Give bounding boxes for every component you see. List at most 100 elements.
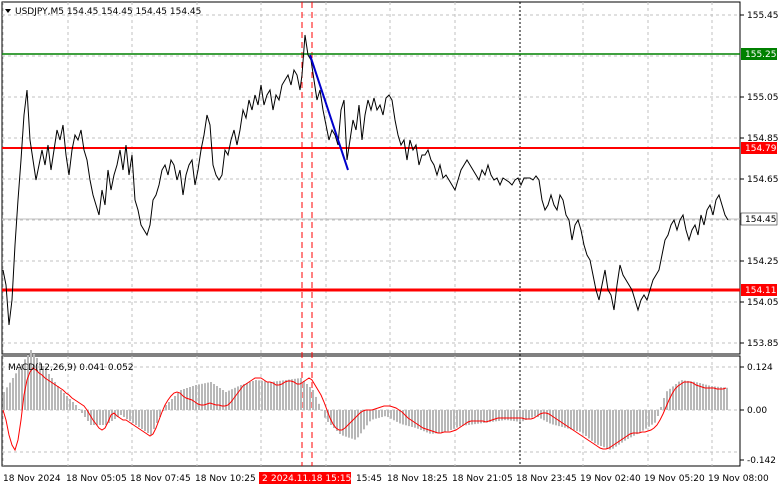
macd-bar [591, 410, 593, 441]
macd-bar [534, 410, 536, 417]
macd-bar [207, 382, 209, 410]
macd-bar [489, 410, 491, 423]
macd-bar [399, 410, 401, 424]
macd-bar [549, 410, 551, 424]
macd-bar [381, 410, 383, 418]
dropdown-triangle-icon[interactable] [5, 9, 11, 13]
macd-label: MACD(12,26,9) 0.041 0.052 [8, 363, 134, 373]
macd-bar [696, 382, 698, 410]
macd-bar [156, 410, 158, 423]
macd-bar [555, 410, 557, 426]
macd-bar [444, 410, 446, 433]
macd-bar [96, 410, 98, 425]
time-axis[interactable]: 18 Nov 2024 18 Nov 05:05 18 Nov 07:45 18… [3, 472, 769, 484]
price-series [2, 34, 729, 326]
macd-bar [9, 382, 11, 410]
macd-bar [693, 381, 695, 410]
macd-bar [507, 410, 509, 421]
time-label: 18 Nov 05:05 [66, 474, 127, 484]
macd-bar [663, 398, 665, 410]
macd-bar [681, 380, 683, 410]
macd-bar [324, 410, 326, 418]
macd-bar [165, 405, 167, 410]
macd-bar [315, 396, 317, 410]
macd-bar [306, 384, 308, 410]
price-panel[interactable] [1, 1, 741, 355]
macd-bar [351, 410, 353, 439]
macd-bar [285, 380, 287, 410]
macd-bar [723, 387, 725, 410]
macd-bar [147, 410, 149, 433]
price-tick: 154.85 [747, 134, 779, 144]
time-label: 19 Nov 02:40 [580, 474, 641, 484]
macd-bar [393, 410, 395, 421]
macd-bar [582, 410, 584, 434]
time-label: 18 Nov 18:25 [387, 474, 448, 484]
macd-bar [720, 387, 722, 410]
macd-bar [150, 410, 152, 435]
macd-bar [402, 410, 404, 425]
macd-bar [36, 358, 38, 410]
macd-bar [108, 410, 110, 423]
price-grid [2, 2, 740, 466]
macd-bar [276, 381, 278, 410]
time-label: 19 Nov 05:20 [644, 474, 705, 484]
macd-bar [30, 350, 32, 410]
macd-bar [510, 410, 512, 421]
macd-bar [342, 410, 344, 436]
macd-panel[interactable] [1, 355, 741, 467]
macd-bar [384, 410, 386, 417]
macd-bar [702, 383, 704, 410]
macd-bar [429, 410, 431, 434]
macd-bar [330, 410, 332, 425]
level-label: 154.45 [745, 215, 777, 225]
macd-bar [468, 410, 470, 425]
macd-bar [504, 410, 506, 421]
macd-bar [63, 393, 65, 410]
macd-bar [459, 410, 461, 427]
time-label: 18 Nov 10:25 [195, 474, 256, 484]
macd-bar [684, 380, 686, 410]
macd-bar [273, 381, 275, 410]
macd-bar [243, 384, 245, 410]
time-label: 18 Nov 07:45 [130, 474, 191, 484]
macd-bar [195, 385, 197, 410]
macd-bar [15, 373, 17, 410]
macd-bar [261, 380, 263, 410]
price-axis[interactable]: 155.45 155.05 154.85 154.65 154.25 154.0… [740, 11, 779, 349]
macd-bar [111, 410, 113, 421]
macd-bar [216, 386, 218, 410]
macd-bar [255, 380, 257, 410]
macd-bar [174, 396, 176, 410]
macd-bar [639, 410, 641, 433]
macd-bar [387, 410, 389, 418]
macd-bar [192, 386, 194, 410]
macd-bar [144, 410, 146, 431]
macd-bar [39, 362, 41, 410]
time-label: 18 Nov 2024 [3, 474, 61, 484]
time-highlight-label: 2024.11.18 15:15 [271, 474, 351, 484]
time-label: 18 Nov 23:45 [516, 474, 577, 484]
macd-bar [537, 410, 539, 418]
macd-bar [627, 410, 629, 439]
macd-bar [264, 381, 266, 410]
macd-bar [462, 410, 464, 426]
macd-bar [441, 410, 443, 433]
macd-bar [606, 410, 608, 449]
macd-axis[interactable]: 0.124 0.00 -0.142 [740, 363, 776, 466]
macd-tick: 0.124 [747, 363, 773, 373]
time-label: 19 Nov 08:00 [708, 474, 769, 484]
macd-bar [312, 390, 314, 410]
macd-bar [699, 383, 701, 410]
macd-bar [438, 410, 440, 433]
macd-bar [414, 410, 416, 428]
macd-bar [498, 410, 500, 421]
macd-bar [57, 386, 59, 410]
macd-bar [93, 410, 95, 425]
macd-bar [231, 389, 233, 410]
macd-bar [570, 410, 572, 430]
macd-bar [669, 388, 671, 410]
trend-line-segment[interactable] [309, 54, 349, 171]
macd-bar [126, 410, 128, 419]
